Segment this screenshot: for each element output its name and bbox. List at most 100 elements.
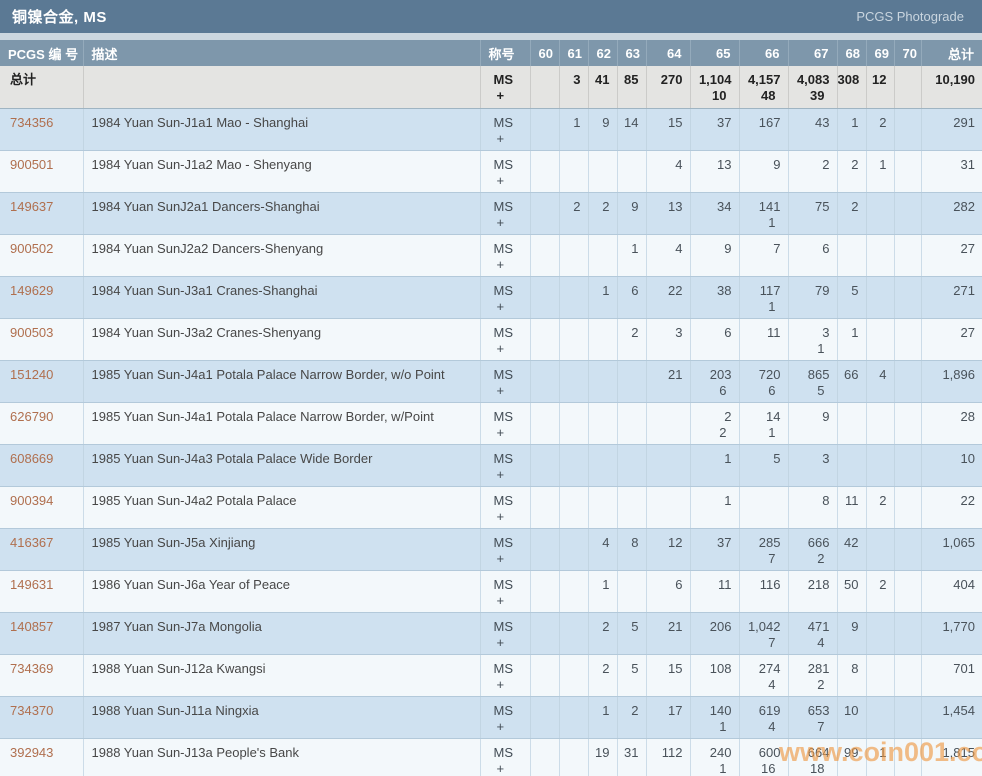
grade-64-count: 17	[646, 696, 691, 739]
pcgs-number-link[interactable]: 900502	[0, 234, 84, 277]
pcgs-number-link[interactable]: 900501	[0, 150, 84, 193]
designation-cell: MS +	[480, 276, 531, 319]
col-header-grade-60: 60	[530, 40, 560, 66]
ms-count: 8	[851, 660, 859, 676]
grade-64-count: 12	[646, 528, 691, 571]
coin-description: 1984 Yuan SunJ2a1 Dancers-Shanghai	[83, 192, 481, 235]
ms-count: 471	[807, 618, 830, 634]
ms-count: 4	[879, 366, 887, 382]
designation-plus-label: +	[496, 214, 505, 230]
ms-count: 2	[879, 492, 887, 508]
grade-68-count: 66	[837, 360, 867, 403]
pcgs-number-link[interactable]: 149631	[0, 570, 84, 613]
pcgs-number-link[interactable]: 608669	[0, 444, 84, 487]
pcgs-photograde-link[interactable]: PCGS Photograde	[856, 9, 964, 24]
grade-60-count	[530, 360, 560, 403]
designation-plus-label: +	[496, 88, 505, 103]
pcgs-number-link[interactable]: 734370	[0, 696, 84, 739]
ms-count: 31	[624, 744, 639, 760]
plus-count: 10	[712, 88, 727, 103]
grade-66-count: 11	[739, 318, 789, 361]
grade-66-count: 285 7	[739, 528, 789, 571]
ms-count: 1	[851, 324, 859, 340]
designation-plus-label: +	[496, 592, 505, 608]
grade-64-count: 15	[646, 654, 691, 697]
grade-69-count	[866, 402, 895, 445]
ms-count: 108	[709, 660, 732, 676]
grade-60-count	[530, 234, 560, 277]
grade-64-count	[646, 486, 691, 529]
grade-62-count: 1	[588, 570, 618, 613]
ms-count: 21	[668, 366, 683, 382]
row-total: 1,770	[921, 612, 982, 655]
table-row: 149631 1986 Yuan Sun-J6a Year of Peace MS +…	[0, 570, 982, 613]
grade-60-count	[530, 276, 560, 319]
grade-64-count: 4	[646, 150, 691, 193]
grade-67-count: 471 4	[788, 612, 838, 655]
grade-67-count: 865 5	[788, 360, 838, 403]
grade-68-count: 50	[837, 570, 867, 613]
grade-66-count: 7	[739, 234, 789, 277]
pcgs-number-link[interactable]: 416367	[0, 528, 84, 571]
pcgs-number-link[interactable]: 151240	[0, 360, 84, 403]
grade-67-count: 2	[788, 150, 838, 193]
ms-count: 8	[822, 492, 830, 508]
ms-count: 21	[668, 618, 683, 634]
pcgs-number-link[interactable]: 149637	[0, 192, 84, 235]
grade-67-count: 9	[788, 402, 838, 445]
grade-63-count	[617, 486, 647, 529]
grade-64-count: 4	[646, 234, 691, 277]
pcgs-number-link[interactable]: 140857	[0, 612, 84, 655]
ms-count: 117	[759, 282, 781, 298]
ms-count: 15	[668, 114, 683, 130]
grade-70-count	[894, 696, 922, 739]
table-row: 900394 1985 Yuan Sun-J4a2 Potala Palace MS…	[0, 486, 982, 529]
pcgs-number-link[interactable]: 900503	[0, 318, 84, 361]
ms-count: 3	[675, 324, 683, 340]
designation-cell: MS +	[480, 444, 531, 487]
grade-61-count	[559, 570, 589, 613]
plus-count: 18	[810, 760, 825, 776]
pcgs-number-link[interactable]: 734356	[0, 108, 84, 151]
col-header-description: 描述	[83, 40, 481, 66]
grade-66-count: 619 4	[739, 696, 789, 739]
grade-70-count	[894, 444, 922, 487]
grade-62-count: 9	[588, 108, 618, 151]
ms-count: 13	[668, 198, 683, 214]
pcgs-number-link[interactable]: 149629	[0, 276, 84, 319]
designation-plus-label: +	[496, 550, 505, 566]
coin-description: 1985 Yuan Sun-J4a1 Potala Palace Narrow …	[83, 402, 481, 445]
grade-64-count: 270	[646, 66, 691, 109]
row-total: 282	[921, 192, 982, 235]
pcgs-number-link[interactable]: 392943	[0, 738, 84, 776]
totals-row: 总计 MS +3 41 85 270 1,104 10 4,157 48 4,083 39 308 12 1…	[0, 66, 982, 109]
grade-61-count: 1	[559, 108, 589, 151]
pcgs-number-link[interactable]: 734369	[0, 654, 84, 697]
ms-count: 11	[845, 492, 859, 508]
plus-count: 1	[817, 340, 825, 356]
designation-ms-label: MS	[493, 114, 514, 130]
title-bar: 铜镍合金, MS PCGS Photograde	[0, 0, 982, 33]
pcgs-number-link[interactable]: 900394	[0, 486, 84, 529]
grade-68-count: 1	[837, 318, 867, 361]
grade-63-count: 8	[617, 528, 647, 571]
ms-count: 600	[758, 744, 781, 760]
pcgs-number-link[interactable]: 626790	[0, 402, 84, 445]
grade-60-count	[530, 654, 560, 697]
table-row: 608669 1985 Yuan Sun-J4a3 Potala Palace W…	[0, 444, 982, 487]
grade-64-count	[646, 444, 691, 487]
ms-count: 2	[822, 156, 830, 172]
col-header-grade-64: 64	[646, 40, 691, 66]
ms-count: 6	[675, 576, 683, 592]
grade-60-count	[530, 528, 560, 571]
page-title: 铜镍合金, MS	[12, 9, 107, 26]
grade-62-count: 2	[588, 612, 618, 655]
grade-67-count: 218	[788, 570, 838, 613]
ms-count: 43	[815, 114, 830, 130]
designation-cell: MS +	[480, 612, 531, 655]
grade-65-count: 11	[690, 570, 740, 613]
grade-60-count	[530, 402, 560, 445]
grade-70-count	[894, 528, 922, 571]
coin-description	[83, 66, 481, 109]
grade-68-count: 1	[837, 108, 867, 151]
